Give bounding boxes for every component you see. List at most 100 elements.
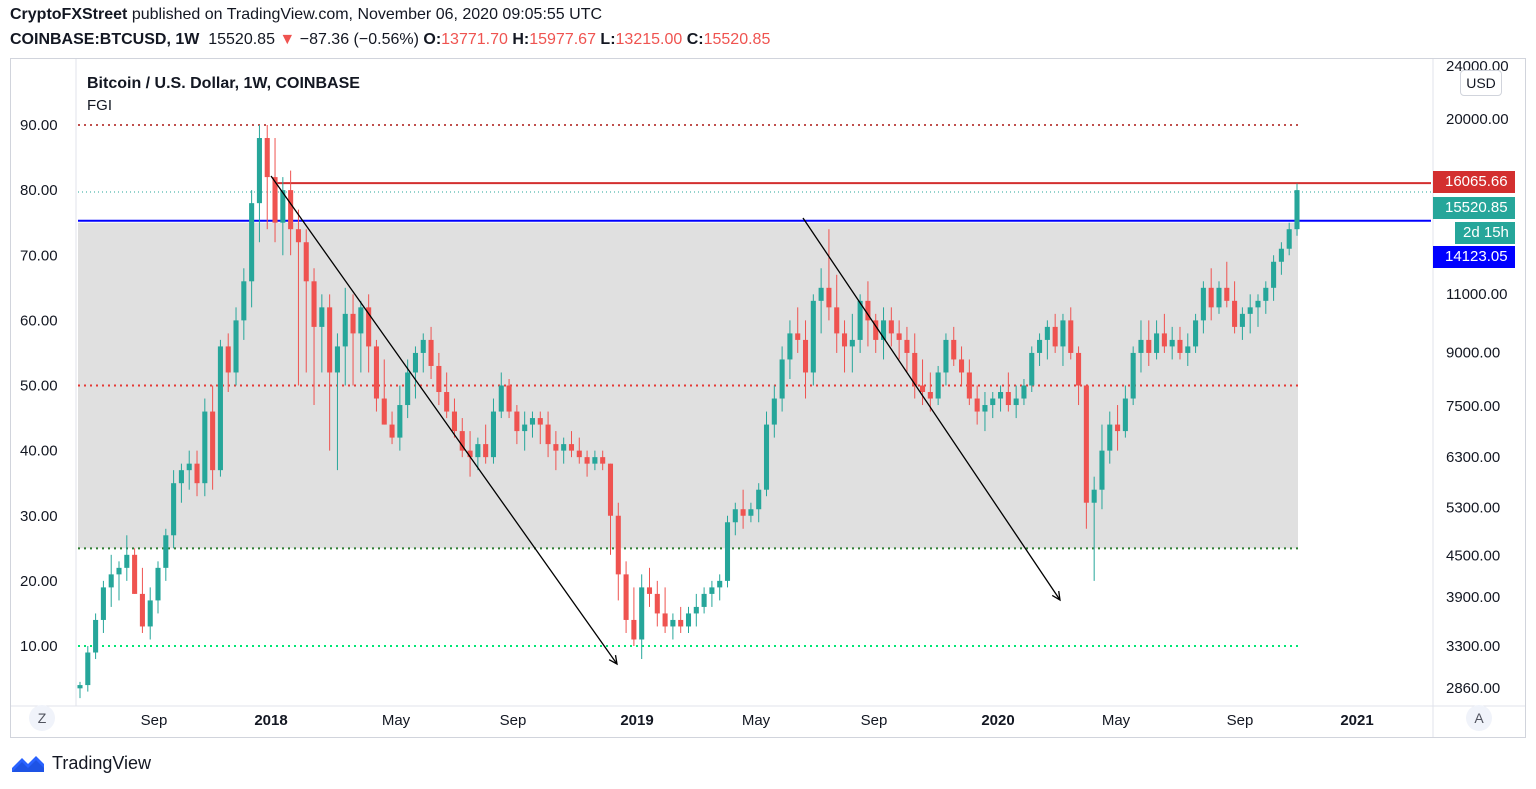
fgi-tick-label: 90.00 <box>20 117 58 134</box>
down-arrow-icon: ▼ <box>279 31 296 48</box>
time-tick-label: 2018 <box>254 712 287 729</box>
candle-body <box>639 587 645 640</box>
candle-body <box>974 398 980 412</box>
candle-body <box>849 339 855 347</box>
candle-body <box>381 398 387 425</box>
candle-body <box>366 307 372 347</box>
legend-title: Bitcoin / U.S. Dollar, 1W, COINBASE <box>87 75 360 92</box>
candle-body <box>116 567 122 575</box>
candle-body <box>1224 287 1230 301</box>
candle-body <box>756 489 762 510</box>
candle-body <box>1169 339 1175 347</box>
candle-body <box>295 229 301 243</box>
trendline-arrowhead <box>608 655 618 666</box>
currency-button[interactable]: USD <box>1460 70 1502 96</box>
candle-body <box>927 392 933 399</box>
candle-body <box>483 444 489 458</box>
candle-body <box>342 313 348 347</box>
candle-body <box>1208 287 1214 308</box>
time-axis-ticks: Sep 2018 May Sep 2019 May Sep 2020 May Sep 2021 <box>141 712 1374 729</box>
candle-body <box>334 346 340 373</box>
price-tick-label: 4500.00 <box>1446 547 1500 564</box>
price-tick-label: 20000.00 <box>1446 111 1509 128</box>
candle-body <box>319 307 325 327</box>
symbol-name[interactable]: COINBASE:BTCUSD, 1W <box>10 31 200 48</box>
candle-body <box>428 339 434 366</box>
time-tick-label: 2021 <box>1340 712 1373 729</box>
resistance-price-tag: 16065.66 <box>1433 171 1515 193</box>
tradingview-logo-icon <box>12 756 44 772</box>
candle-body <box>1091 489 1097 503</box>
candle-body <box>241 281 247 321</box>
candle-body <box>935 372 941 399</box>
price-tick-label: 3300.00 <box>1446 638 1500 655</box>
price-tick-label: 6300.00 <box>1446 449 1500 466</box>
candle-body <box>709 587 715 594</box>
candle-body <box>327 307 333 373</box>
open-label: O: <box>423 31 442 48</box>
candle-body <box>1021 385 1027 399</box>
candle-body <box>1255 300 1261 308</box>
candle-body <box>537 418 543 425</box>
trendline-1 <box>802 217 1061 601</box>
candle-body <box>810 300 816 373</box>
candle-body <box>685 613 692 627</box>
price-tick-label: 9000.00 <box>1446 345 1500 362</box>
candle-body <box>412 352 418 373</box>
candle-body <box>194 463 200 484</box>
candle-body <box>93 619 99 653</box>
candle-body <box>108 574 114 588</box>
candle-body <box>943 339 949 373</box>
candle-body <box>693 606 699 614</box>
candle-body <box>982 405 988 412</box>
candle-body <box>1239 313 1245 327</box>
support-price-tag: 14123.05 <box>1433 246 1515 268</box>
candle-body <box>1060 320 1066 347</box>
candle-body <box>826 287 832 308</box>
fgi-tick-label: 70.00 <box>20 247 58 264</box>
candle-body <box>85 652 91 686</box>
candle-body <box>217 346 223 471</box>
tradingview-logo-text: TradingView <box>52 752 152 773</box>
candle-body <box>1052 326 1058 347</box>
countdown-tag: 2d 15h <box>1455 222 1515 244</box>
candle-body <box>600 457 606 464</box>
auto-scale-button[interactable]: A <box>1466 705 1492 731</box>
candle-body <box>904 339 910 353</box>
zoom-button[interactable]: Z <box>29 705 55 731</box>
candle-body <box>646 587 653 594</box>
candle-body <box>920 385 926 393</box>
candle-body <box>124 554 130 568</box>
candle-body <box>888 320 894 334</box>
time-tick-label: Sep <box>500 712 527 729</box>
candle-body <box>350 313 356 334</box>
price-tick-label: 2860.00 <box>1446 680 1500 697</box>
low-label: L: <box>600 31 616 48</box>
candle-body <box>654 593 660 614</box>
candle-body <box>990 398 996 406</box>
candle-body <box>225 346 231 373</box>
candle-body <box>880 320 887 340</box>
candle-body <box>740 509 746 516</box>
candle-body <box>748 509 754 516</box>
candle-body <box>210 411 216 471</box>
trendline-0 <box>270 175 618 665</box>
candle-body <box>1068 320 1074 353</box>
trendline-arrowhead <box>1051 590 1061 602</box>
right-axis-ticks: 24000.0020000.0011000.009000.007500.0063… <box>1446 58 1509 697</box>
candle-body <box>389 424 395 438</box>
candle-body <box>834 307 840 334</box>
candle-body <box>1115 424 1121 432</box>
time-tick-label: Sep <box>861 712 888 729</box>
candle-body <box>436 365 442 393</box>
price-tick-label: 3900.00 <box>1446 589 1500 606</box>
candle-body <box>662 613 668 627</box>
candle-body <box>311 281 317 327</box>
candle-body <box>147 600 153 627</box>
candle-body <box>763 424 770 490</box>
candle-body <box>420 339 426 353</box>
author-name[interactable]: CryptoFXStreet <box>10 6 128 23</box>
tradingview-logo[interactable]: TradingView <box>10 752 151 774</box>
candle-body <box>303 242 309 282</box>
